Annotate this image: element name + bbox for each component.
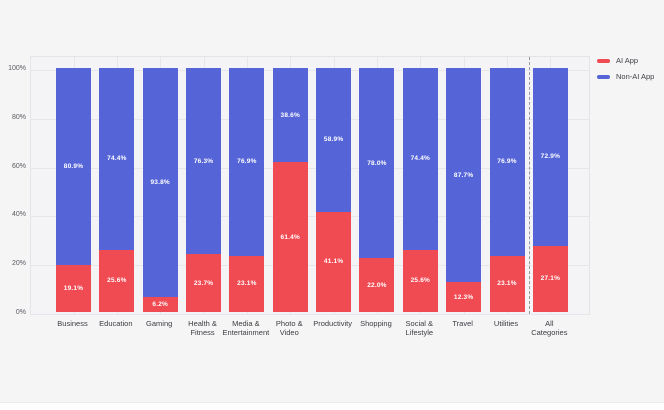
segment-ai-app-health-fitness: 23.7% <box>186 254 222 312</box>
bar-value-label: 93.8% <box>150 178 170 186</box>
x-axis-label-health-fitness: Health & Fitness <box>188 319 217 338</box>
bar-value-label: 76.9% <box>497 158 517 166</box>
bar-value-label: 27.1% <box>540 275 561 283</box>
legend-label: Non-AI App <box>616 72 655 81</box>
bar-value-label: 12.3% <box>453 293 474 301</box>
bar-photo-video: 38.6% 61.4% <box>272 68 308 312</box>
x-axis-label-photo-video: Photo & Video <box>275 319 303 338</box>
plot-area: 80.9% 19.1% 74.4% 25.6% 93.8% 6.2% 76.3% 23.7% 7… <box>30 56 590 315</box>
horizontal-gridline <box>31 70 589 71</box>
x-axis-label-media-entertainment: Media & Entertainment <box>222 319 270 338</box>
segment-ai-app-utilities: 23.1% <box>489 255 525 312</box>
x-axis-label-social-lifestyle: Social & Lifestyle <box>405 319 434 338</box>
bar-value-label: 61.4% <box>280 233 300 241</box>
bar-value-label: 23.7% <box>193 279 214 287</box>
x-axis-label-utilities: Utilities <box>493 319 519 328</box>
segment-non-ai-app-gaming: 93.8% <box>142 68 178 297</box>
segment-non-ai-app-education: 74.4% <box>99 68 135 250</box>
x-axis-label-education: Education <box>99 319 133 328</box>
legend: AI App Non-AI App <box>597 56 654 81</box>
segment-ai-app-productivity: 41.1% <box>316 211 352 312</box>
segment-ai-app-education: 25.6% <box>99 249 135 312</box>
y-axis-tick-label: 100% <box>8 65 26 72</box>
x-axis-label-shopping: Shopping <box>360 319 392 328</box>
segment-ai-app-gaming: 6.2% <box>142 296 178 312</box>
bar-value-label: 38.6% <box>280 111 300 119</box>
y-axis-tick-label: 0% <box>15 309 26 316</box>
bar-value-label: 74.4% <box>410 155 431 163</box>
x-axis-label-gaming: Gaming <box>146 319 173 328</box>
bar-value-label: 74.4% <box>107 155 127 163</box>
segment-non-ai-app-all-categories: 72.9% <box>532 68 568 246</box>
bar-value-label: 25.6% <box>107 277 127 285</box>
bar-value-label: 76.9% <box>237 158 257 166</box>
segment-non-ai-app-travel: 87.7% <box>446 68 482 282</box>
segment-ai-app-shopping: 22.0% <box>359 258 395 312</box>
category-separator-dashed-line <box>528 57 530 314</box>
x-axis-label-all-categories: All Categories <box>531 319 568 338</box>
bar-value-label: 23.1% <box>237 280 257 288</box>
segment-ai-app-travel: 12.3% <box>446 282 482 312</box>
segment-non-ai-app-social-lifestyle: 74.4% <box>402 68 438 250</box>
x-axis-label-business: Business <box>57 319 88 328</box>
bar-gaming: 93.8% 6.2% <box>142 68 178 312</box>
bar-business: 80.9% 19.1% <box>56 68 91 312</box>
bar-travel: 87.7% 12.3% <box>446 68 482 312</box>
horizontal-gridline <box>31 167 589 169</box>
segment-non-ai-app-business: 80.9% <box>56 68 91 266</box>
segment-ai-app-photo-video: 61.4% <box>272 162 308 312</box>
bar-value-label: 72.9% <box>540 153 561 161</box>
segment-non-ai-app-photo-video: 38.6% <box>272 68 308 163</box>
segment-ai-app-all-categories: 27.1% <box>532 245 568 312</box>
y-axis-tick-label: 20% <box>11 260 26 268</box>
bar-value-label: 87.7% <box>453 171 474 179</box>
horizontal-gridline <box>31 118 589 120</box>
x-axis-label-travel: Travel <box>452 319 473 328</box>
y-axis-tick-label: 60% <box>11 162 26 170</box>
segment-non-ai-app-productivity: 58.9% <box>316 68 352 212</box>
legend-swatch-ai-app <box>597 58 610 63</box>
bar-value-label: 80.9% <box>63 163 84 171</box>
horizontal-gridline <box>31 314 589 315</box>
legend-swatch-non-ai-app <box>597 74 610 79</box>
x-axis-label-productivity: Productivity <box>313 319 352 328</box>
bar-social-lifestyle: 74.4% 25.6% <box>402 68 438 312</box>
bar-all-categories: 72.9% 27.1% <box>532 68 568 312</box>
horizontal-gridline <box>31 265 589 267</box>
horizontal-gridline <box>31 216 589 218</box>
bar-value-label: 41.1% <box>323 258 344 266</box>
legend-label: AI App <box>616 56 639 65</box>
segment-non-ai-app-shopping: 78.0% <box>359 68 395 259</box>
segment-non-ai-app-health-fitness: 76.3% <box>186 68 222 255</box>
bar-productivity: 58.9% 41.1% <box>316 68 352 312</box>
bar-utilities: 76.9% 23.1% <box>489 68 525 312</box>
bar-value-label: 22.0% <box>367 281 387 289</box>
legend-item-ai-app[interactable]: AI App <box>597 56 654 65</box>
segment-ai-app-business: 19.1% <box>56 265 91 312</box>
y-axis-tick-label: 40% <box>11 211 26 219</box>
segment-non-ai-app-media-entertainment: 76.9% <box>229 68 265 256</box>
page-bottom-strip <box>0 402 664 410</box>
bar-value-label: 25.6% <box>410 277 431 285</box>
bar-value-label: 19.1% <box>63 285 84 293</box>
segment-ai-app-media-entertainment: 23.1% <box>229 255 265 312</box>
segment-non-ai-app-utilities: 76.9% <box>489 68 525 256</box>
bar-shopping: 78.0% 22.0% <box>359 68 395 312</box>
bar-value-label: 78.0% <box>367 159 387 167</box>
legend-item-non-ai-app[interactable]: Non-AI App <box>597 72 654 81</box>
bar-health-fitness: 76.3% 23.7% <box>186 68 222 312</box>
bar-education: 74.4% 25.6% <box>99 68 135 312</box>
y-axis-tick-label: 80% <box>11 113 26 121</box>
bar-value-label: 6.2% <box>152 300 168 308</box>
bar-value-label: 23.1% <box>497 280 517 288</box>
bar-value-label: 76.3% <box>193 157 214 165</box>
bar-media-entertainment: 76.9% 23.1% <box>229 68 265 312</box>
segment-ai-app-social-lifestyle: 25.6% <box>402 249 438 312</box>
bar-value-label: 58.9% <box>323 136 344 144</box>
